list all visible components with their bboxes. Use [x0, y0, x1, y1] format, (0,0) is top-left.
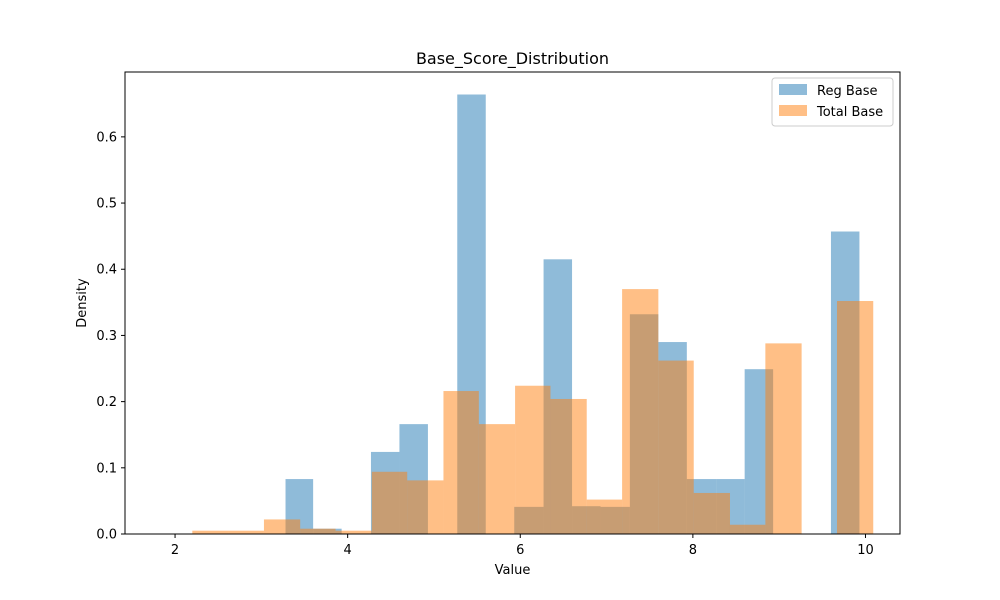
histogram-bar — [658, 360, 694, 534]
x-tick-label: 6 — [516, 543, 524, 558]
x-axis-label: Value — [495, 563, 531, 578]
chart-title: Base_Score_Distribution — [416, 49, 609, 69]
axes-layer — [124, 71, 901, 535]
histogram-bar — [228, 530, 264, 534]
x-tick-label: 4 — [344, 543, 352, 558]
histogram-bar — [407, 480, 444, 534]
histogram-bar — [443, 391, 479, 534]
legend: Reg Base Total Base — [771, 77, 894, 127]
axes-frame — [124, 71, 901, 535]
histogram-bar — [300, 528, 336, 534]
histogram-bar — [622, 289, 659, 534]
histogram-bar — [371, 471, 408, 534]
x-tick-label: 8 — [689, 543, 697, 558]
x-tick-label: 10 — [857, 543, 874, 558]
y-tick-label: 0.6 — [96, 130, 117, 145]
histogram-bar — [335, 530, 372, 534]
histogram-bar — [550, 398, 587, 534]
histogram-bar — [836, 301, 874, 534]
series-total-base — [192, 289, 874, 534]
y-axis-ticks: 0.0 0.1 0.2 0.3 0.4 0.5 0.6 — [96, 130, 125, 543]
x-tick-label: 2 — [171, 543, 179, 558]
histogram-bar — [478, 424, 516, 534]
y-tick-label: 0.5 — [96, 197, 117, 212]
y-tick-label: 0.3 — [96, 329, 117, 344]
y-tick-label: 0.4 — [96, 263, 117, 278]
histogram-bar — [192, 530, 229, 534]
y-tick-label: 0.0 — [96, 528, 117, 543]
histogram-bar — [263, 519, 301, 534]
y-tick-label: 0.2 — [96, 395, 117, 410]
histogram-bar — [729, 524, 766, 534]
legend-swatch-reg-base — [779, 84, 807, 95]
y-axis-label: Density — [75, 278, 90, 328]
y-tick-label: 0.1 — [96, 461, 117, 476]
histogram-bar — [693, 492, 730, 534]
histogram-bar — [765, 343, 802, 534]
legend-swatch-total-base — [779, 105, 807, 116]
bars-layer — [192, 94, 874, 535]
histogram-bar — [586, 499, 623, 534]
x-axis-ticks: 2 4 6 8 10 — [171, 534, 874, 558]
legend-label-total-base: Total Base — [816, 105, 883, 120]
legend-label-reg-base: Reg Base — [817, 84, 878, 99]
histogram-bar — [515, 385, 551, 534]
